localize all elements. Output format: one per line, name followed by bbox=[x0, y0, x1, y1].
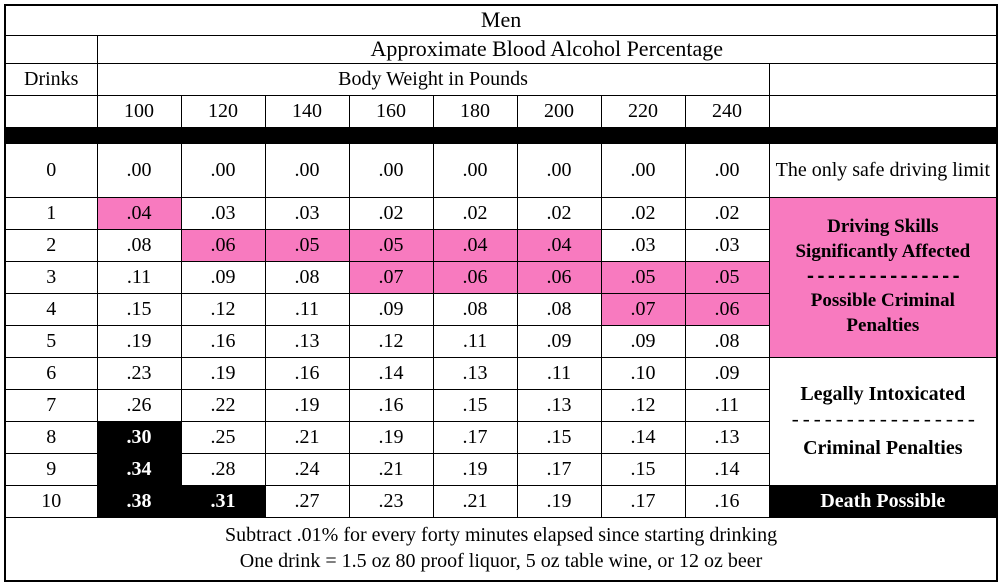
table-row: 10 .38.31.27.23 .21.19.17.16 Death Possi… bbox=[5, 485, 997, 517]
side-safe: The only safe driving limit bbox=[769, 143, 997, 197]
table-row: 1 .04.03.03.02 .02.02.02.02 Driving Skil… bbox=[5, 197, 997, 229]
side-legal: Legally Intoxicated ----------------- Cr… bbox=[769, 357, 997, 485]
divider-bar bbox=[5, 127, 997, 143]
table-row: 6 .23.19.16.14 .13.11.10.09 Legally Into… bbox=[5, 357, 997, 389]
weight-col: 180 bbox=[433, 95, 517, 127]
table-row: 0 .00.00.00.00 .00.00.00.00 The only saf… bbox=[5, 143, 997, 197]
weight-col: 140 bbox=[265, 95, 349, 127]
side-skills: Driving Skills Significantly Affected --… bbox=[769, 197, 997, 357]
blank-corner bbox=[5, 35, 97, 63]
side-death: Death Possible bbox=[769, 485, 997, 517]
drinks-label: Drinks bbox=[5, 63, 97, 95]
title: Men bbox=[5, 5, 997, 35]
weight-col: 120 bbox=[181, 95, 265, 127]
weight-col: 220 bbox=[601, 95, 685, 127]
weight-col: 200 bbox=[517, 95, 601, 127]
footer-note: Subtract .01% for every forty minutes el… bbox=[5, 517, 997, 581]
blank-right bbox=[769, 63, 997, 95]
subtitle: Approximate Blood Alcohol Percentage bbox=[97, 35, 997, 63]
weight-col: 240 bbox=[685, 95, 769, 127]
weight-col: 160 bbox=[349, 95, 433, 127]
weight-col: 100 bbox=[97, 95, 181, 127]
weight-label: Body Weight in Pounds bbox=[97, 63, 769, 95]
bac-table: Men Approximate Blood Alcohol Percentage… bbox=[4, 4, 998, 582]
